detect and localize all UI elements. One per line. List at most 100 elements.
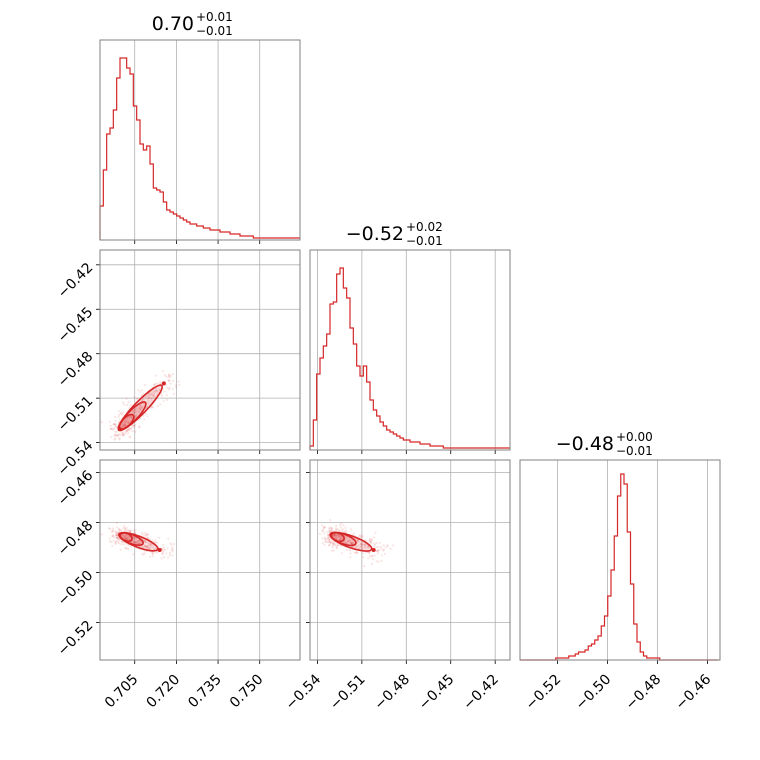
sample-point — [154, 541, 157, 544]
sample-point — [362, 552, 365, 555]
sample-point — [149, 543, 152, 547]
sample-point — [363, 545, 366, 548]
sample-point — [147, 393, 150, 396]
sample-point — [141, 399, 144, 402]
sample-point — [144, 412, 147, 415]
sample-point — [146, 533, 150, 536]
sample-point — [336, 544, 339, 547]
sample-point — [331, 544, 334, 547]
sample-point — [118, 413, 121, 417]
sample-point — [165, 394, 168, 397]
sample-point — [161, 369, 164, 372]
param-title-1: −0.52 +0.02−0.01 — [346, 220, 443, 248]
param-title-2: −0.48 +0.00−0.01 — [556, 430, 653, 458]
sample-point — [126, 429, 129, 432]
sample-point — [132, 531, 135, 534]
title-upper: +0.02 — [406, 220, 443, 234]
sample-point — [325, 540, 328, 543]
sample-point — [129, 404, 132, 407]
sample-point — [324, 526, 327, 529]
sample-point — [148, 555, 152, 558]
sample-point — [134, 410, 138, 414]
sample-point — [338, 534, 341, 537]
sample-point — [375, 560, 378, 563]
sample-point — [124, 542, 127, 545]
sample-point — [147, 537, 150, 540]
sample-point — [151, 546, 154, 549]
sample-point — [129, 529, 132, 532]
sample-point — [340, 537, 344, 541]
sample-point — [138, 405, 141, 408]
sample-point — [124, 537, 127, 540]
title-median: −0.52 — [346, 223, 404, 245]
sample-point — [114, 426, 118, 429]
sample-point — [156, 382, 159, 385]
sample-point — [117, 415, 120, 419]
x-tick-label: 0.705 — [102, 672, 142, 712]
sample-point — [114, 542, 117, 546]
sample-point — [127, 421, 130, 425]
sample-point — [117, 530, 120, 533]
sample-point — [382, 549, 385, 552]
sample-point — [154, 382, 157, 386]
sample-point — [340, 528, 343, 531]
sample-point — [112, 536, 116, 539]
sample-point — [152, 394, 155, 397]
sample-point — [127, 421, 130, 424]
sample-point — [364, 546, 367, 550]
sample-point — [112, 539, 115, 543]
sample-point — [134, 541, 138, 544]
sample-point — [111, 529, 114, 532]
sample-point — [328, 544, 331, 547]
sample-point — [118, 542, 121, 545]
sample-point — [125, 536, 129, 540]
sample-point — [332, 534, 335, 537]
y-tick-label: −0.48 — [55, 518, 97, 560]
sample-point — [144, 533, 147, 536]
sample-point — [121, 401, 125, 404]
sample-point — [170, 543, 173, 546]
sample-point — [135, 397, 138, 400]
title-median: −0.48 — [556, 433, 614, 455]
sample-point — [132, 537, 135, 540]
sample-point — [141, 533, 144, 536]
sample-point — [113, 423, 116, 426]
sample-point — [142, 544, 145, 547]
sample-point — [339, 538, 342, 541]
sample-point — [144, 544, 147, 548]
sample-point — [165, 375, 168, 378]
sample-point — [115, 434, 118, 437]
sample-point — [147, 400, 150, 403]
sample-point — [361, 536, 364, 539]
sample-point — [124, 546, 127, 549]
sample-point — [121, 413, 124, 416]
sample-point — [328, 529, 331, 532]
sample-point — [350, 542, 354, 545]
sample-point — [328, 530, 331, 533]
sample-point — [377, 560, 380, 563]
sample-point — [124, 528, 127, 531]
sample-point — [126, 536, 130, 540]
sample-point — [123, 425, 126, 428]
sample-point — [370, 554, 373, 558]
sample-point — [122, 425, 125, 428]
sample-point — [162, 399, 165, 402]
sample-point — [126, 432, 130, 435]
sample-point — [131, 553, 135, 556]
sample-point — [141, 398, 144, 401]
sample-point — [131, 430, 134, 433]
sample-point — [118, 437, 121, 440]
x-tick-label: −0.48 — [623, 672, 665, 714]
sample-point — [151, 391, 154, 394]
sample-point — [107, 527, 111, 530]
sample-point — [333, 542, 336, 545]
sample-point — [127, 451, 129, 453]
sample-point — [147, 541, 150, 544]
sample-point — [372, 545, 375, 548]
y-tick-label: −0.48 — [55, 349, 97, 391]
sample-point — [354, 545, 357, 548]
sample-point — [143, 540, 146, 543]
sample-point — [335, 536, 338, 539]
sample-point — [331, 542, 334, 545]
sample-point — [110, 530, 113, 533]
